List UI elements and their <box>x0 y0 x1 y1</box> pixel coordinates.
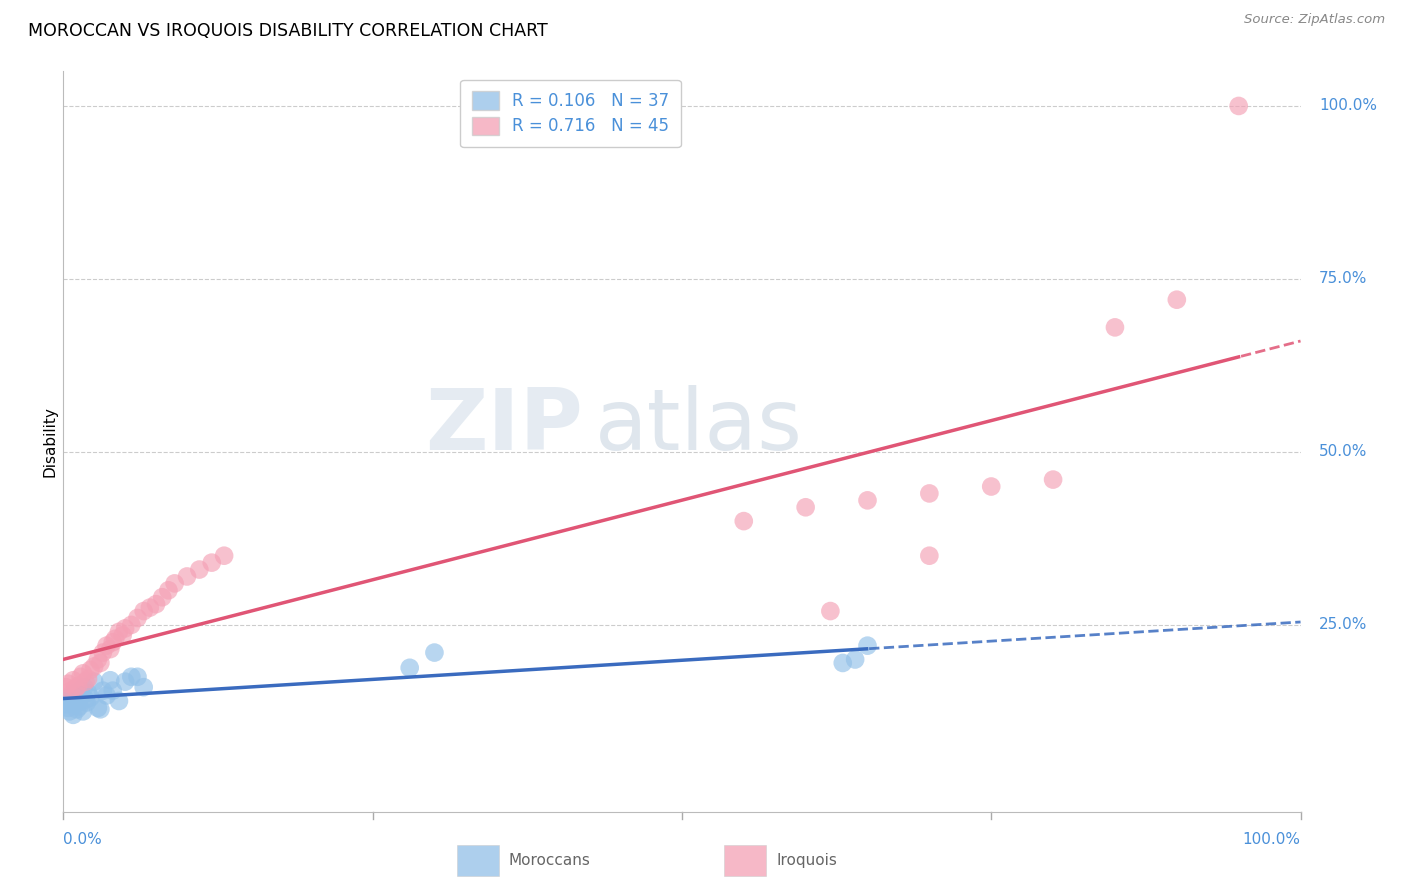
Point <box>69 670 91 684</box>
Point <box>58 676 80 690</box>
Point <box>55 698 77 712</box>
Point <box>62 707 84 722</box>
Point <box>423 646 446 660</box>
Point <box>139 600 162 615</box>
Point <box>212 549 235 563</box>
Point <box>65 681 87 696</box>
Point <box>75 692 97 706</box>
Text: Source: ZipAtlas.com: Source: ZipAtlas.com <box>1244 13 1385 27</box>
Point <box>114 674 136 689</box>
Point <box>176 569 198 583</box>
Point <box>820 604 842 618</box>
Point <box>67 699 90 714</box>
Point <box>127 670 149 684</box>
Point <box>145 597 167 611</box>
Point <box>108 694 131 708</box>
Point <box>1042 473 1064 487</box>
Point <box>66 702 89 716</box>
Point <box>58 705 80 719</box>
Point <box>918 486 941 500</box>
Point <box>157 583 180 598</box>
Text: Iroquois: Iroquois <box>776 854 837 868</box>
Point <box>132 680 155 694</box>
Point <box>132 604 155 618</box>
Point <box>101 683 124 698</box>
Text: 75.0%: 75.0% <box>1319 271 1368 286</box>
Text: 100.0%: 100.0% <box>1319 98 1376 113</box>
Text: Moroccans: Moroccans <box>509 854 591 868</box>
Point <box>856 639 879 653</box>
Point <box>844 652 866 666</box>
Text: atlas: atlas <box>595 385 803 468</box>
Point <box>398 661 420 675</box>
Point <box>63 698 86 712</box>
Point <box>83 674 105 689</box>
Point <box>856 493 879 508</box>
Text: MOROCCAN VS IROQUOIS DISABILITY CORRELATION CHART: MOROCCAN VS IROQUOIS DISABILITY CORRELAT… <box>28 22 548 40</box>
Point <box>831 656 853 670</box>
Point <box>111 628 134 642</box>
Point <box>79 690 101 705</box>
Point <box>62 673 84 688</box>
Point <box>201 556 224 570</box>
Text: 100.0%: 100.0% <box>1243 832 1301 847</box>
Point <box>67 695 90 709</box>
Point <box>794 500 817 515</box>
Point <box>101 635 124 649</box>
FancyBboxPatch shape <box>457 846 499 876</box>
Text: 0.0%: 0.0% <box>63 832 103 847</box>
FancyBboxPatch shape <box>724 846 766 876</box>
Point <box>120 670 142 684</box>
Point <box>75 674 97 689</box>
Legend: R = 0.106   N = 37, R = 0.716   N = 45: R = 0.106 N = 37, R = 0.716 N = 45 <box>460 79 681 147</box>
Point <box>918 549 941 563</box>
Point <box>83 659 105 673</box>
Point <box>104 632 127 646</box>
Point <box>733 514 755 528</box>
Text: 25.0%: 25.0% <box>1319 617 1368 632</box>
Text: ZIP: ZIP <box>425 385 583 468</box>
Point <box>58 701 80 715</box>
Point <box>114 621 136 635</box>
Point <box>96 639 118 653</box>
Point <box>127 611 149 625</box>
Point <box>77 686 100 700</box>
Point <box>87 652 110 666</box>
Point <box>1104 320 1126 334</box>
Point <box>70 689 93 703</box>
Point <box>55 680 77 694</box>
Point <box>65 692 87 706</box>
Text: 50.0%: 50.0% <box>1319 444 1368 459</box>
Point <box>89 702 111 716</box>
Point <box>73 680 96 694</box>
Point <box>72 666 94 681</box>
Point <box>108 624 131 639</box>
Point <box>188 563 211 577</box>
Point <box>69 683 91 698</box>
Point <box>980 479 1002 493</box>
Point <box>60 687 83 701</box>
Y-axis label: Disability: Disability <box>42 406 58 477</box>
Point <box>56 694 79 708</box>
Point <box>98 673 121 688</box>
Point <box>120 618 142 632</box>
Point <box>89 656 111 670</box>
Point <box>67 679 90 693</box>
Point <box>96 689 118 703</box>
Point <box>87 701 110 715</box>
Point <box>1166 293 1188 307</box>
Point <box>79 663 101 677</box>
Point <box>1227 99 1250 113</box>
Point <box>59 683 82 698</box>
Point <box>98 642 121 657</box>
Point <box>91 683 114 698</box>
Point <box>72 705 94 719</box>
Point <box>77 672 100 686</box>
Point <box>91 646 114 660</box>
Point <box>59 690 82 705</box>
Point <box>76 695 98 709</box>
Point <box>163 576 186 591</box>
Point <box>150 591 173 605</box>
